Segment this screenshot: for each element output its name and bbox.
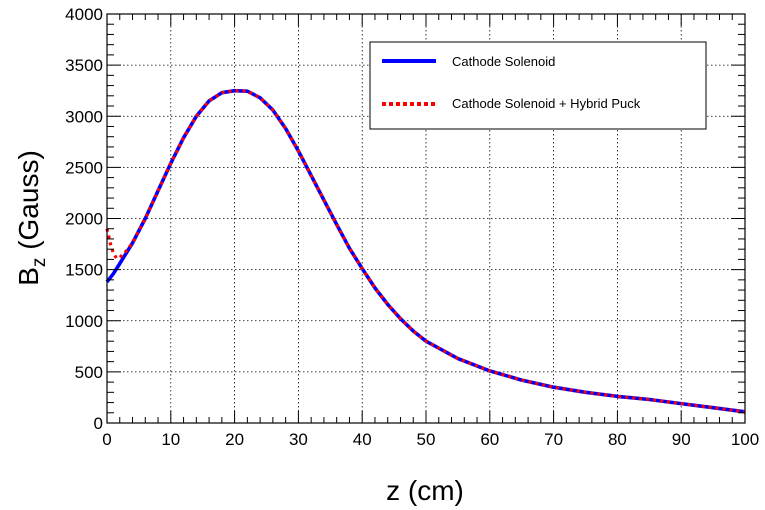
x-tick-label: 40 [353, 430, 372, 449]
y-axis-title-base: B [13, 267, 44, 286]
x-tick-label: 10 [161, 430, 180, 449]
ticks [106, 13, 746, 424]
y-tick-label: 3500 [65, 56, 103, 75]
legend-box [369, 41, 707, 130]
x-tick-label: 30 [289, 430, 308, 449]
x-tick-label: 70 [544, 430, 563, 449]
y-tick-label: 4000 [65, 5, 103, 24]
x-tick-label: 0 [102, 430, 111, 449]
y-tick-label: 0 [94, 414, 103, 433]
x-axis-title: z (cm) [386, 475, 464, 506]
y-axis-title: Bz (Gauss) [13, 150, 50, 286]
y-tick-label: 1500 [65, 261, 103, 280]
x-tick-label: 60 [480, 430, 499, 449]
legend: Cathode Solenoid Cathode Solenoid + Hybr… [369, 41, 707, 130]
y-tick-label: 2500 [65, 158, 103, 177]
series-group [105, 88, 746, 414]
y-axis-title-rest: (Gauss) [13, 150, 44, 257]
x-tick-label: 90 [672, 430, 691, 449]
tick-labels: 0 10 20 30 40 50 60 70 80 90 100050010001500200025… [65, 5, 759, 449]
x-tick-label: 100 [731, 430, 759, 449]
legend-label-cathode-solenoid: Cathode Solenoid [452, 54, 555, 69]
x-tick-label: 20 [225, 430, 244, 449]
y-tick-label: 3000 [65, 107, 103, 126]
y-tick-label: 2000 [65, 210, 103, 229]
y-tick-label: 500 [75, 363, 103, 382]
series-line-cathode-solenoid-hybrid-puck [105, 89, 746, 414]
legend-label-cathode-solenoid-hybrid-puck: Cathode Solenoid + Hybrid Puck [452, 96, 641, 111]
y-tick-label: 1000 [65, 312, 103, 331]
x-tick-label: 80 [608, 430, 627, 449]
y-axis-title-subscript: z [29, 258, 50, 268]
x-tick-label: 50 [417, 430, 436, 449]
